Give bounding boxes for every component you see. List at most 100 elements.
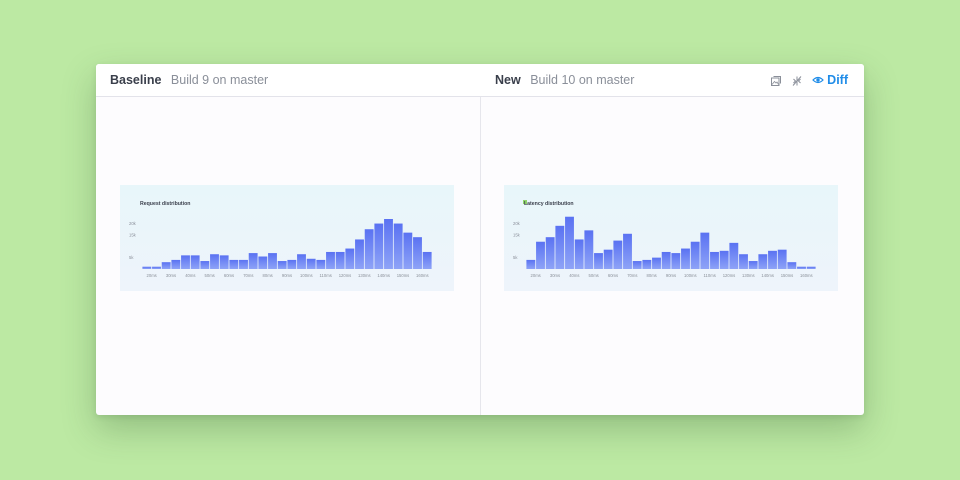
histogram-bar (623, 233, 632, 269)
x-tick-label: 60ms (608, 273, 618, 278)
histogram-bar (642, 259, 652, 269)
x-tick-label: 30ms (166, 273, 176, 278)
histogram-bar (326, 251, 335, 269)
diff-highlight-marker (523, 200, 527, 204)
x-tick-label: 120ms (723, 273, 736, 278)
histogram-bar (181, 255, 190, 269)
histogram-bar (661, 251, 671, 269)
histogram-bar (345, 248, 355, 269)
x-tick-label: 40ms (185, 273, 195, 278)
y-tick-label: 15k (513, 232, 521, 237)
baseline-pane: Request distribution 5k 15k 20k 20ms 30ms 40ms… (96, 97, 480, 415)
baseline-header: Baseline Build 9 on master (110, 64, 268, 96)
histogram-bar (268, 253, 277, 269)
histogram-bar (403, 232, 413, 269)
x-tick-label: 100ms (300, 273, 313, 278)
histogram-bar (594, 253, 603, 269)
x-tick-label: 20ms (531, 273, 541, 278)
split-slash-icon[interactable] (791, 74, 803, 86)
histogram-bar (565, 216, 574, 269)
histogram-bar (536, 241, 545, 269)
histogram-bar (355, 239, 364, 269)
comparison-header: Baseline Build 9 on master New Build 10 … (96, 64, 864, 97)
histogram-bar (526, 259, 536, 269)
histogram-bar (422, 251, 432, 269)
histogram-bar (335, 251, 345, 269)
y-tick-label: 20k (129, 221, 137, 226)
x-tick-label: 110ms (320, 273, 332, 278)
chart-title: Latency distribution (524, 201, 574, 207)
histogram-bar (374, 223, 384, 269)
baseline-title: Baseline (110, 73, 162, 87)
histogram-bar (690, 241, 700, 269)
pane-divider (480, 97, 481, 415)
histogram-bar (239, 259, 248, 269)
images-icon[interactable] (770, 74, 782, 86)
baseline-build-label: Build 9 on master (170, 73, 269, 87)
x-tick-label: 110ms (704, 273, 716, 278)
histogram-bar (584, 230, 594, 269)
baseline-chart-card: Request distribution 5k 15k 20k 20ms 30ms 40ms… (120, 185, 454, 291)
x-tick-label: 50ms (589, 273, 599, 278)
x-tick-label: 160ms (416, 273, 429, 278)
histogram-bar (229, 259, 239, 269)
histogram-bar (200, 261, 210, 269)
x-tick-label: 60ms (224, 273, 234, 278)
new-chart-card: Latency distribution 5k 15k 20k 20ms 30ms 40ms… (504, 185, 838, 291)
histogram-bar (632, 261, 642, 269)
x-tick-label: 150ms (397, 273, 410, 278)
histogram-bar (603, 249, 613, 269)
new-header: New Build 10 on master (495, 64, 634, 96)
histogram-bar (152, 266, 161, 269)
histogram-bar (768, 250, 777, 269)
histogram-bar (210, 254, 219, 269)
eye-icon (812, 74, 825, 86)
histogram-bar (277, 261, 287, 269)
x-tick-label: 40ms (569, 273, 579, 278)
histogram-bar (719, 250, 729, 269)
new-chart: Latency distribution 5k 15k 20k 20ms 30ms 40ms… (513, 200, 816, 278)
view-toolbar: Diff (770, 64, 848, 96)
x-tick-label: 90ms (666, 273, 676, 278)
baseline-chart: Request distribution 5k 15k 20k 20ms 30ms 40ms… (129, 201, 432, 278)
y-tick-label: 5k (129, 255, 134, 260)
x-tick-label: 90ms (282, 273, 292, 278)
diff-viewer-window: Baseline Build 9 on master New Build 10 … (96, 64, 864, 415)
y-tick-label: 20k (513, 221, 521, 226)
histogram-bar (700, 232, 710, 269)
x-tick-label: 130ms (358, 273, 371, 278)
histogram-bar (671, 253, 681, 269)
x-tick-label: 140ms (377, 273, 390, 278)
diff-label: Diff (827, 73, 848, 87)
y-tick-label: 15k (129, 232, 137, 237)
histogram-bar (306, 258, 316, 269)
histogram-bar (613, 240, 623, 269)
histogram-bar (171, 259, 181, 269)
chart-title: Request distribution (140, 201, 190, 207)
histogram-bar (806, 266, 816, 269)
histogram-bar (710, 251, 719, 269)
new-pane: Latency distribution 5k 15k 20k 20ms 30ms 40ms… (481, 97, 864, 415)
x-tick-label: 20ms (147, 273, 157, 278)
histogram-bar (574, 239, 584, 269)
histogram-bar (729, 242, 739, 269)
diff-toggle-button[interactable]: Diff (812, 73, 848, 87)
histogram-bar (219, 255, 229, 269)
histogram-bar (758, 254, 768, 269)
histogram-bar (413, 237, 422, 269)
x-tick-label: 70ms (627, 273, 637, 278)
x-tick-label: 130ms (742, 273, 755, 278)
x-tick-label: 50ms (205, 273, 215, 278)
histogram-bar (384, 219, 393, 269)
x-tick-label: 160ms (800, 273, 813, 278)
histogram-bar (190, 255, 200, 269)
y-tick-label: 5k (513, 255, 518, 260)
histogram-bar (545, 237, 555, 269)
histogram-bar (797, 266, 806, 269)
x-tick-label: 80ms (263, 273, 273, 278)
histogram-bar (316, 259, 326, 269)
x-tick-label: 150ms (781, 273, 794, 278)
x-tick-label: 120ms (339, 273, 352, 278)
histogram-bar (393, 223, 403, 269)
histogram-bar (161, 262, 171, 269)
